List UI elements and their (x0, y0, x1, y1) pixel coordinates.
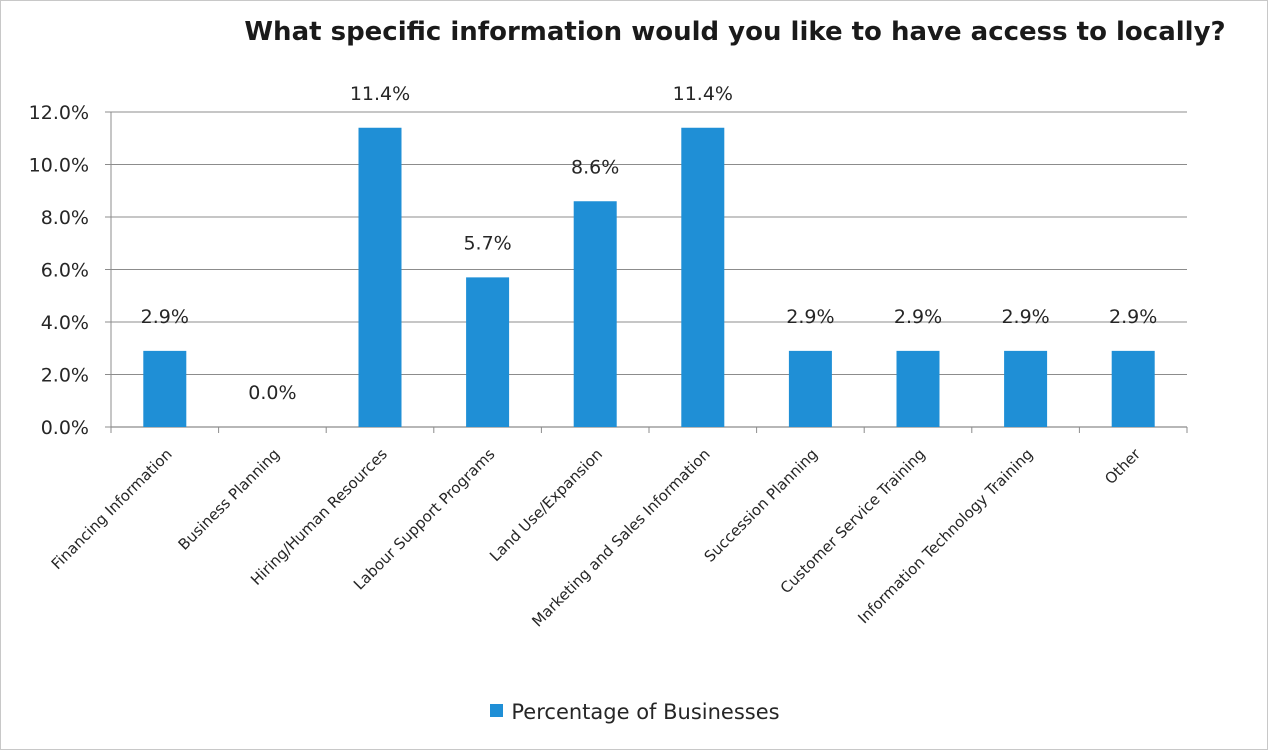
x-category-label: Marketing and Sales Information (528, 445, 713, 630)
data-label: 2.9% (786, 306, 834, 328)
y-tick-label: 6.0% (41, 260, 89, 282)
y-tick-label: 0.0% (41, 417, 89, 439)
bar (466, 277, 510, 427)
x-category-label: Business Planning (175, 445, 284, 554)
bar (896, 350, 940, 427)
data-label: 11.4% (350, 83, 410, 105)
data-label: 5.7% (463, 232, 511, 254)
y-tick-label: 2.0% (41, 365, 89, 387)
bar (681, 127, 725, 427)
bar (1111, 350, 1155, 427)
bar (788, 350, 832, 427)
chart-legend: Percentage of Businesses (1, 699, 1268, 724)
y-tick-label: 12.0% (29, 102, 89, 124)
x-category-label: Other (1101, 445, 1144, 488)
bar (358, 127, 402, 427)
y-tick-label: 10.0% (29, 155, 89, 177)
data-label: 0.0% (248, 382, 296, 404)
y-tick-label: 8.0% (41, 207, 89, 229)
x-category-label: Financing Information (48, 445, 176, 573)
bar (1004, 350, 1048, 427)
data-label: 2.9% (1109, 306, 1157, 328)
data-label: 2.9% (141, 306, 189, 328)
legend-swatch (490, 703, 504, 717)
data-label: 11.4% (673, 83, 733, 105)
bar (573, 201, 617, 427)
data-label: 8.6% (571, 156, 619, 178)
data-label: 2.9% (894, 306, 942, 328)
data-label: 2.9% (1001, 306, 1049, 328)
x-category-label: Succession Planning (701, 445, 822, 566)
x-category-label: Information Technology Training (854, 445, 1036, 627)
legend-label: Percentage of Businesses (511, 700, 780, 724)
x-category-label: Land Use/Expansion (486, 445, 606, 565)
bar (143, 350, 187, 427)
chart-title: What specific information would you like… (244, 17, 1226, 47)
y-tick-label: 4.0% (41, 312, 89, 334)
